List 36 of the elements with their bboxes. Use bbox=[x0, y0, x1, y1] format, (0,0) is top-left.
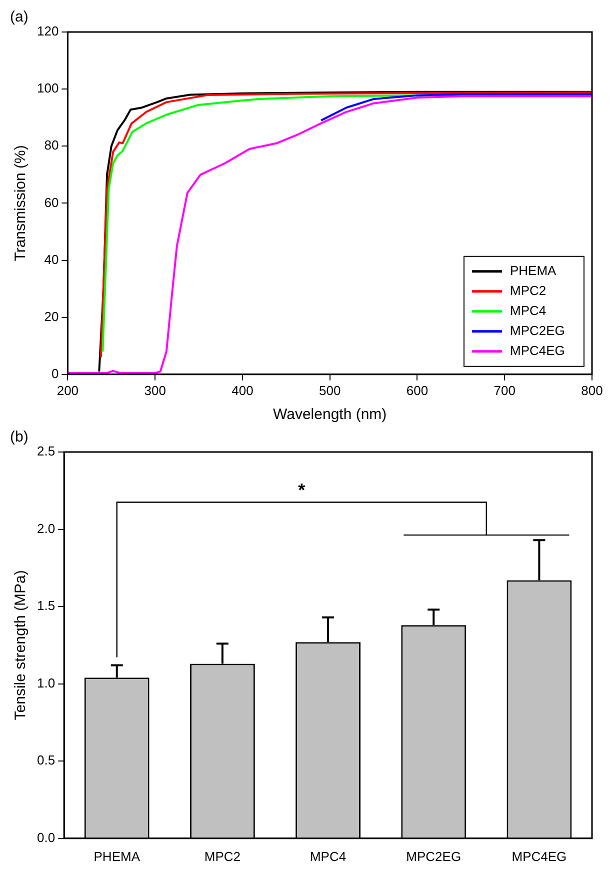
text: (a) bbox=[10, 8, 28, 26]
y-axis-title: Tensile strength (MPa) bbox=[12, 570, 30, 720]
x-tick-label: MPC2 bbox=[204, 848, 241, 864]
y-tick-label: 80 bbox=[44, 138, 59, 153]
y-tick-label: 20 bbox=[44, 308, 59, 324]
annotation: * bbox=[298, 480, 306, 500]
x-axis-title: Wavelength (nm) bbox=[273, 406, 387, 424]
x-tick-label: 200 bbox=[56, 382, 79, 398]
x-tick-label: MPC2EG bbox=[406, 848, 462, 864]
y-tick-label: 100 bbox=[36, 80, 59, 96]
x-tick-label: MPC4 bbox=[310, 848, 346, 864]
y-tick-label: 1.0 bbox=[36, 675, 56, 690]
legend-label: MPC4EG bbox=[510, 342, 565, 358]
text: (b) bbox=[10, 428, 28, 446]
legend-label: MPC2EG bbox=[510, 322, 565, 338]
x-tick-label: MPC4EG bbox=[512, 848, 567, 864]
y-tick-label: 1.5 bbox=[36, 598, 56, 614]
y-tick-label: 2.5 bbox=[36, 444, 56, 459]
y-axis-title: Transmission (%) bbox=[12, 145, 30, 262]
legend-label: PHEMA bbox=[510, 262, 557, 278]
legend-label: MPC4 bbox=[510, 302, 546, 318]
x-tick-label: 700 bbox=[494, 382, 516, 398]
y-tick-label: 0 bbox=[51, 366, 59, 381]
x-tick-label: PHEMA bbox=[94, 848, 140, 864]
x-tick-label: 600 bbox=[406, 382, 428, 398]
y-tick-label: 0.0 bbox=[36, 830, 56, 845]
legend-label: MPC2 bbox=[510, 282, 546, 298]
x-tick-label: 800 bbox=[581, 382, 603, 398]
y-tick-label: 0.5 bbox=[36, 752, 56, 768]
y-tick-label: 40 bbox=[44, 252, 59, 267]
y-tick-label: 60 bbox=[44, 194, 59, 210]
x-tick-label: 500 bbox=[318, 382, 341, 398]
y-tick-label: 2.0 bbox=[36, 520, 56, 536]
y-tick-label: 120 bbox=[36, 24, 59, 39]
x-tick-label: 400 bbox=[232, 382, 254, 398]
x-tick-label: 300 bbox=[144, 382, 166, 398]
